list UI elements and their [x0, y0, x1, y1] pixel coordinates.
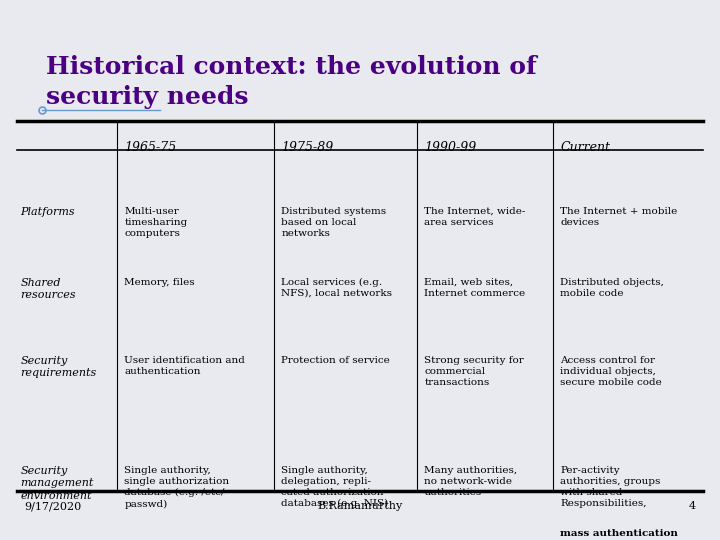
- Text: The Internet + mobile
devices: The Internet + mobile devices: [560, 207, 678, 227]
- Text: Multi-user
timesharing
computers: Multi-user timesharing computers: [125, 207, 187, 238]
- Text: 1990-99: 1990-99: [424, 141, 477, 154]
- Text: Historical context: the evolution of
security needs: Historical context: the evolution of sec…: [45, 55, 536, 109]
- Text: The Internet, wide-
area services: The Internet, wide- area services: [424, 207, 526, 227]
- Text: Platforms: Platforms: [21, 207, 76, 217]
- Text: 1975-89: 1975-89: [282, 141, 333, 154]
- Text: Many authorities,
no network-wide
authorities: Many authorities, no network-wide author…: [424, 466, 518, 497]
- Text: User identification and
authentication: User identification and authentication: [125, 356, 245, 376]
- Text: Access control for
individual objects,
secure mobile code: Access control for individual objects, s…: [560, 356, 662, 387]
- Text: Per-activity
authorities, groups
with shared
Responsibilities,: Per-activity authorities, groups with sh…: [560, 466, 660, 508]
- Text: Distributed objects,
mobile code: Distributed objects, mobile code: [560, 278, 664, 298]
- Text: Memory, files: Memory, files: [125, 278, 195, 287]
- Text: Security
management
environment: Security management environment: [21, 466, 94, 501]
- Text: Email, web sites,
Internet commerce: Email, web sites, Internet commerce: [424, 278, 526, 298]
- Text: Strong security for
commercial
transactions: Strong security for commercial transacti…: [424, 356, 524, 387]
- Text: Distributed systems
based on local
networks: Distributed systems based on local netwo…: [282, 207, 387, 238]
- Text: Single authority,
delegation, repli-
cated authorization
databases (e.g. NIS): Single authority, delegation, repli- cat…: [282, 466, 389, 509]
- Text: Protection of service: Protection of service: [282, 356, 390, 365]
- Text: B.Ramamurthy: B.Ramamurthy: [318, 502, 402, 511]
- Text: Security
requirements: Security requirements: [21, 356, 97, 379]
- Text: 9/17/2020: 9/17/2020: [24, 502, 81, 511]
- Text: mass authentication: mass authentication: [560, 529, 678, 538]
- Text: Shared
resources: Shared resources: [21, 278, 76, 300]
- Text: Single authority,
single authorization
database (e.g. /etc/
passwd): Single authority, single authorization d…: [125, 466, 230, 509]
- Text: 4: 4: [688, 502, 696, 511]
- Text: 1965-75: 1965-75: [125, 141, 176, 154]
- Text: Current: Current: [560, 141, 610, 154]
- Text: Local services (e.g.
NFS), local networks: Local services (e.g. NFS), local network…: [282, 278, 392, 298]
